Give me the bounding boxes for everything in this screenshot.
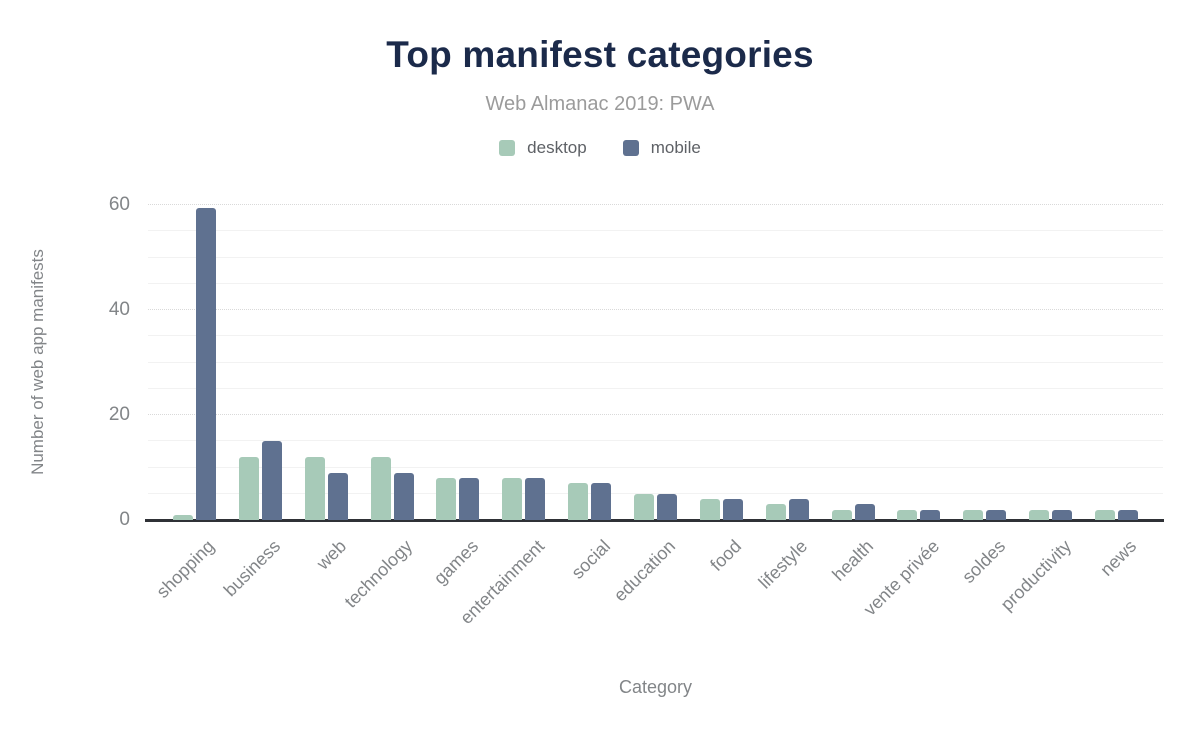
minor-gridline-25 (148, 387, 1163, 389)
chart-title: Top manifest categories (386, 34, 814, 75)
bar-social-mobile (591, 483, 612, 520)
bar-social-desktop (568, 483, 589, 520)
bar-soldes-mobile (986, 509, 1007, 520)
bar-web-mobile (327, 472, 348, 520)
x-axis-title: Category (618, 677, 693, 697)
minor-gridline-50 (148, 256, 1163, 258)
minor-gridline-5 (148, 492, 1163, 494)
y-tick-label-60: 60 (108, 194, 130, 215)
major-gridline-60 (148, 204, 1163, 205)
bar-shopping-desktop (173, 514, 193, 520)
bar-vente-privée-mobile (920, 509, 941, 520)
minor-gridline-35 (148, 335, 1163, 337)
bar-lifestyle-desktop (765, 504, 786, 520)
bar-news-desktop (1095, 509, 1115, 520)
bar-entertainment-desktop (502, 478, 523, 520)
x-category-label-health: health (828, 536, 878, 585)
chart-legend: desktop mobile (0, 138, 1200, 158)
chart-subtitle: Web Almanac 2019: PWA (485, 93, 715, 115)
bar-productivity-desktop (1029, 509, 1050, 520)
bar-vente-privée-desktop (897, 509, 918, 520)
bar-health-mobile (854, 504, 875, 520)
bar-health-desktop (831, 509, 852, 520)
major-gridline-20 (148, 414, 1163, 415)
bar-lifestyle-mobile (788, 499, 809, 520)
legend-swatch-mobile-icon (622, 140, 639, 156)
y-tick-label-40: 40 (108, 299, 130, 320)
x-category-label-food: food (706, 536, 746, 575)
minor-gridline-30 (148, 361, 1163, 363)
legend-swatch-desktop-icon (499, 140, 516, 156)
bar-productivity-mobile (1052, 509, 1073, 520)
minor-gridline-55 (148, 230, 1163, 232)
plot-area (145, 204, 1164, 522)
bar-business-desktop (238, 457, 259, 520)
minor-gridline-15 (148, 440, 1163, 442)
bar-entertainment-mobile (525, 478, 546, 520)
bar-soldes-desktop (963, 509, 984, 520)
bar-technology-desktop (370, 457, 391, 520)
bar-games-desktop (436, 478, 457, 520)
major-gridline-40 (148, 309, 1163, 310)
bar-food-mobile (722, 499, 743, 520)
bar-business-mobile (261, 441, 282, 520)
x-category-label-lifestyle: lifestyle (754, 536, 812, 593)
x-category-label-games: games (429, 536, 483, 589)
y-tick-label-20: 20 (108, 404, 130, 425)
bar-shopping-mobile (196, 207, 216, 520)
x-category-label-technology: technology (340, 536, 417, 612)
x-category-label-productivity: productivity (996, 536, 1075, 615)
x-category-label-business: business (220, 536, 285, 601)
x-axis-line (145, 519, 1164, 522)
x-category-label-education: education (610, 536, 680, 606)
bar-food-desktop (699, 499, 720, 520)
bar-games-mobile (459, 478, 480, 520)
bar-education-mobile (657, 493, 677, 520)
bar-technology-mobile (393, 472, 414, 520)
x-category-label-news: news (1096, 536, 1141, 580)
y-axis-title: Number of web app manifests (28, 249, 47, 475)
legend-label-mobile: mobile (650, 138, 701, 157)
y-tick-label-0: 0 (119, 509, 130, 530)
bar-education-desktop (634, 493, 654, 520)
legend-label-desktop: desktop (527, 138, 587, 157)
minor-gridline-10 (148, 466, 1163, 468)
x-category-label-shopping: shopping (152, 536, 219, 602)
x-category-label-soldes: soldes (958, 536, 1009, 587)
bar-news-mobile (1118, 509, 1138, 520)
minor-gridline-45 (148, 282, 1163, 284)
x-category-label-social: social (567, 536, 614, 583)
legend-item-desktop: desktop (499, 138, 587, 158)
x-category-label-web: web (312, 536, 351, 574)
legend-item-mobile: mobile (622, 138, 701, 158)
bar-web-desktop (304, 457, 325, 520)
